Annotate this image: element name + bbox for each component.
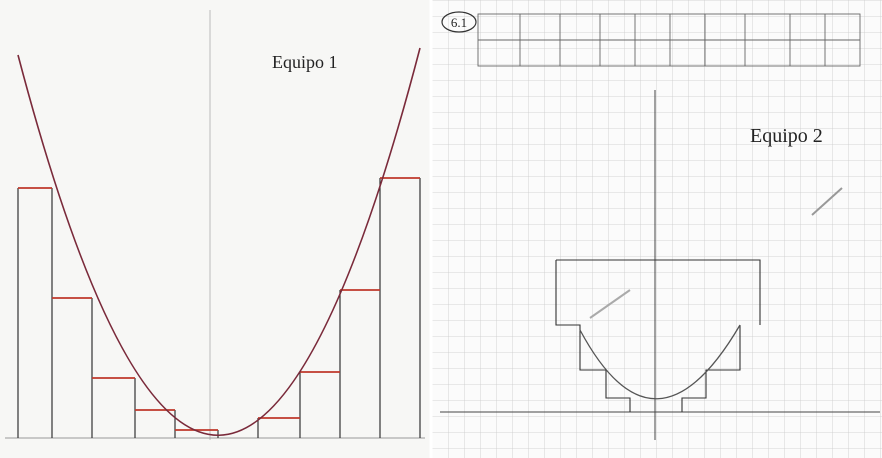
right-panel: 6.1 Equipo 2 bbox=[432, 0, 882, 458]
left-panel: Equipo 1 bbox=[0, 0, 430, 458]
panel-label: Equipo 1 bbox=[272, 52, 338, 72]
grid-paper bbox=[432, 0, 882, 458]
photo: Equipo 1 6.1 Equipo 2 bbox=[0, 0, 882, 458]
panel-label: Equipo 2 bbox=[750, 125, 823, 147]
panel-tag: 6.1 bbox=[451, 15, 467, 30]
